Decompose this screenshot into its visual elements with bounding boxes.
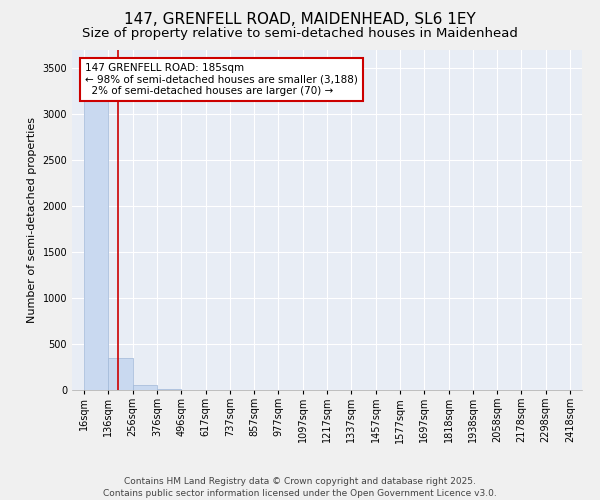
- Text: Contains HM Land Registry data © Crown copyright and database right 2025.
Contai: Contains HM Land Registry data © Crown c…: [103, 476, 497, 498]
- Text: 147, GRENFELL ROAD, MAIDENHEAD, SL6 1EY: 147, GRENFELL ROAD, MAIDENHEAD, SL6 1EY: [124, 12, 476, 28]
- Bar: [133, 386, 157, 390]
- Bar: [157, 389, 181, 390]
- Bar: [84, 97, 109, 390]
- Bar: [109, 358, 133, 390]
- Text: Size of property relative to semi-detached houses in Maidenhead: Size of property relative to semi-detach…: [82, 28, 518, 40]
- Y-axis label: Number of semi-detached properties: Number of semi-detached properties: [27, 117, 37, 323]
- Text: 147 GRENFELL ROAD: 185sqm
← 98% of semi-detached houses are smaller (3,188)
  2%: 147 GRENFELL ROAD: 185sqm ← 98% of semi-…: [85, 63, 358, 96]
